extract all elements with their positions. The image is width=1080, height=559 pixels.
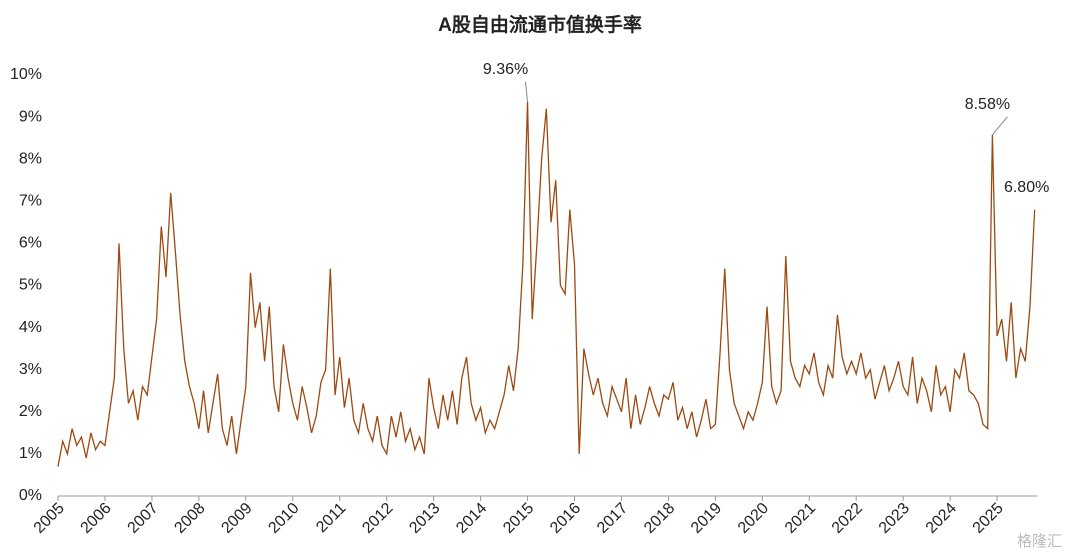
x-tick-label: 2007 xyxy=(125,500,162,537)
y-tick-label: 5% xyxy=(19,277,42,294)
x-tick-label: 2008 xyxy=(171,500,208,537)
y-tick-label: 9% xyxy=(19,108,42,125)
x-tick-label: 2022 xyxy=(829,500,866,537)
x-tick-label: 2012 xyxy=(359,500,396,537)
annotation-leader xyxy=(992,116,1008,136)
x-tick-label: 2021 xyxy=(782,500,819,537)
annotation-label: 9.36% xyxy=(483,61,528,78)
x-tick-label: 2024 xyxy=(923,500,960,537)
x-tick-label: 2016 xyxy=(547,500,584,537)
x-tick-label: 2010 xyxy=(265,500,302,537)
x-tick-label: 2009 xyxy=(218,500,255,537)
y-tick-label: 1% xyxy=(19,445,42,462)
annotation-label: 8.58% xyxy=(965,96,1010,113)
chart-title: A股自由流通市值换手率 xyxy=(438,13,642,36)
y-tick-label: 3% xyxy=(19,361,42,378)
x-tick-label: 2005 xyxy=(31,500,68,537)
data-line xyxy=(57,101,1036,467)
x-tick-label: 2025 xyxy=(970,500,1007,537)
x-tick-label: 2019 xyxy=(688,500,725,537)
y-tick-label: 0% xyxy=(19,487,42,504)
y-tick-label: 4% xyxy=(19,319,42,336)
x-tick-label: 2017 xyxy=(594,500,631,537)
x-tick-label: 2018 xyxy=(641,500,678,537)
annotation-leader xyxy=(525,81,529,102)
y-tick-label: 7% xyxy=(19,193,42,210)
watermark: 格隆汇 xyxy=(1017,533,1062,550)
x-tick-label: 2020 xyxy=(735,500,772,537)
x-tick-label: 2015 xyxy=(500,500,537,537)
x-tick-label: 2013 xyxy=(406,500,443,537)
x-tick-label: 2023 xyxy=(876,500,913,537)
x-tick-label: 2006 xyxy=(78,500,115,537)
x-tick-label: 2014 xyxy=(453,500,490,537)
y-tick-label: 2% xyxy=(19,403,42,420)
y-tick-label: 6% xyxy=(19,235,42,252)
y-tick-label: 10% xyxy=(10,66,42,83)
y-tick-label: 8% xyxy=(19,150,42,167)
annotation-label: 6.80% xyxy=(1004,179,1049,196)
x-tick-label: 2011 xyxy=(313,500,349,536)
